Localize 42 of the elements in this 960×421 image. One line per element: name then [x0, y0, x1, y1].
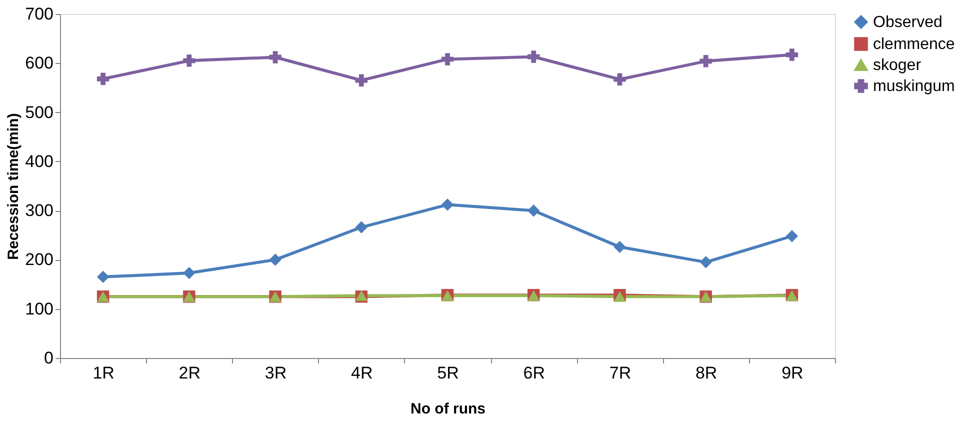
point — [183, 54, 196, 67]
y-tick-label: 200 — [25, 250, 54, 270]
point — [527, 50, 540, 63]
point — [183, 266, 196, 280]
point — [700, 55, 712, 68]
point — [96, 72, 110, 85]
point — [527, 204, 540, 217]
x-tick-label: 2R — [178, 364, 201, 382]
point — [786, 230, 798, 242]
point — [786, 48, 798, 61]
point — [269, 51, 282, 64]
point — [441, 53, 454, 66]
x-tick-label: 4R — [351, 364, 373, 382]
point — [700, 256, 712, 268]
y-tick-label: 700 — [25, 4, 54, 24]
legend-label: muskingum — [873, 78, 955, 95]
x-tick-label: 9R — [782, 364, 804, 382]
y-axis-title: Recession time(min) — [5, 113, 22, 260]
point — [614, 240, 626, 254]
legend-label: clemmence — [873, 36, 955, 53]
point — [614, 291, 626, 302]
point — [441, 198, 454, 211]
point — [96, 270, 110, 284]
y-tick-label: 500 — [25, 102, 54, 122]
point — [269, 254, 282, 266]
point — [355, 221, 368, 234]
y-tick-label: 400 — [25, 152, 54, 171]
x-tick-label: 5R — [437, 364, 459, 382]
y-tick-label: 0 — [44, 348, 54, 368]
x-axis-title: No of runs — [410, 400, 486, 418]
x-tick-label: 3R — [264, 364, 287, 382]
y-tick-label: 300 — [25, 201, 54, 220]
x-tick-label: 8R — [695, 364, 718, 382]
legend-label: Observed — [873, 14, 942, 31]
y-tick-label: 600 — [25, 54, 54, 73]
point — [614, 73, 626, 86]
y-tick-label: 100 — [25, 299, 54, 318]
legend-label: skoger — [873, 57, 922, 74]
x-tick-label: 7R — [609, 364, 632, 382]
x-tick-label: 1R — [92, 364, 114, 382]
x-tick-label: 6R — [523, 364, 545, 382]
point — [355, 74, 368, 86]
